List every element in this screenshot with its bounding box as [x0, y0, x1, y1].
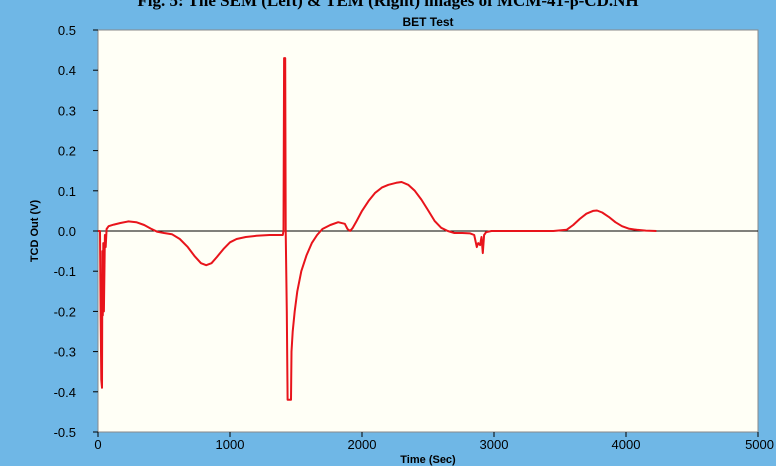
y-tick-label: 0.0 — [58, 224, 76, 239]
figure-caption: Fig. 5: The SEM (Left) & TEM (Right) ima… — [137, 0, 639, 10]
x-tick-label: 5000 — [745, 437, 774, 452]
y-tick-label: -0.3 — [54, 345, 76, 360]
y-tick-label: -0.1 — [54, 264, 76, 279]
series-line — [98, 57, 657, 401]
x-tick-label: 4000 — [612, 437, 641, 452]
y-tick-label: 0.5 — [58, 23, 76, 38]
x-axis-label: Time (Sec) — [400, 454, 456, 466]
x-tick-label: 2000 — [348, 437, 377, 452]
y-tick-label: 0.4 — [58, 63, 76, 78]
y-tick-label: -0.2 — [54, 304, 76, 319]
x-axis-ticks: 0 1000 2000 3000 4000 5000 — [94, 432, 774, 452]
y-axis-label: TCD Out (V) — [29, 200, 41, 263]
y-axis-ticks: 0.5 0.4 0.3 0.2 0.1 0.0 -0.1 -0.2 -0.3 -0.4 -0.5 — [54, 23, 98, 440]
y-tick-label: 0.3 — [58, 103, 76, 118]
x-tick-label: 3000 — [480, 437, 509, 452]
y-tick-label: -0.5 — [54, 425, 76, 440]
chart-title: BET Test — [402, 15, 453, 29]
y-tick-label: -0.4 — [54, 385, 76, 400]
y-tick-label: 0.1 — [58, 184, 76, 199]
y-tick-label: 0.2 — [58, 144, 76, 159]
x-tick-label: 0 — [94, 437, 101, 452]
x-tick-label: 1000 — [216, 437, 245, 452]
